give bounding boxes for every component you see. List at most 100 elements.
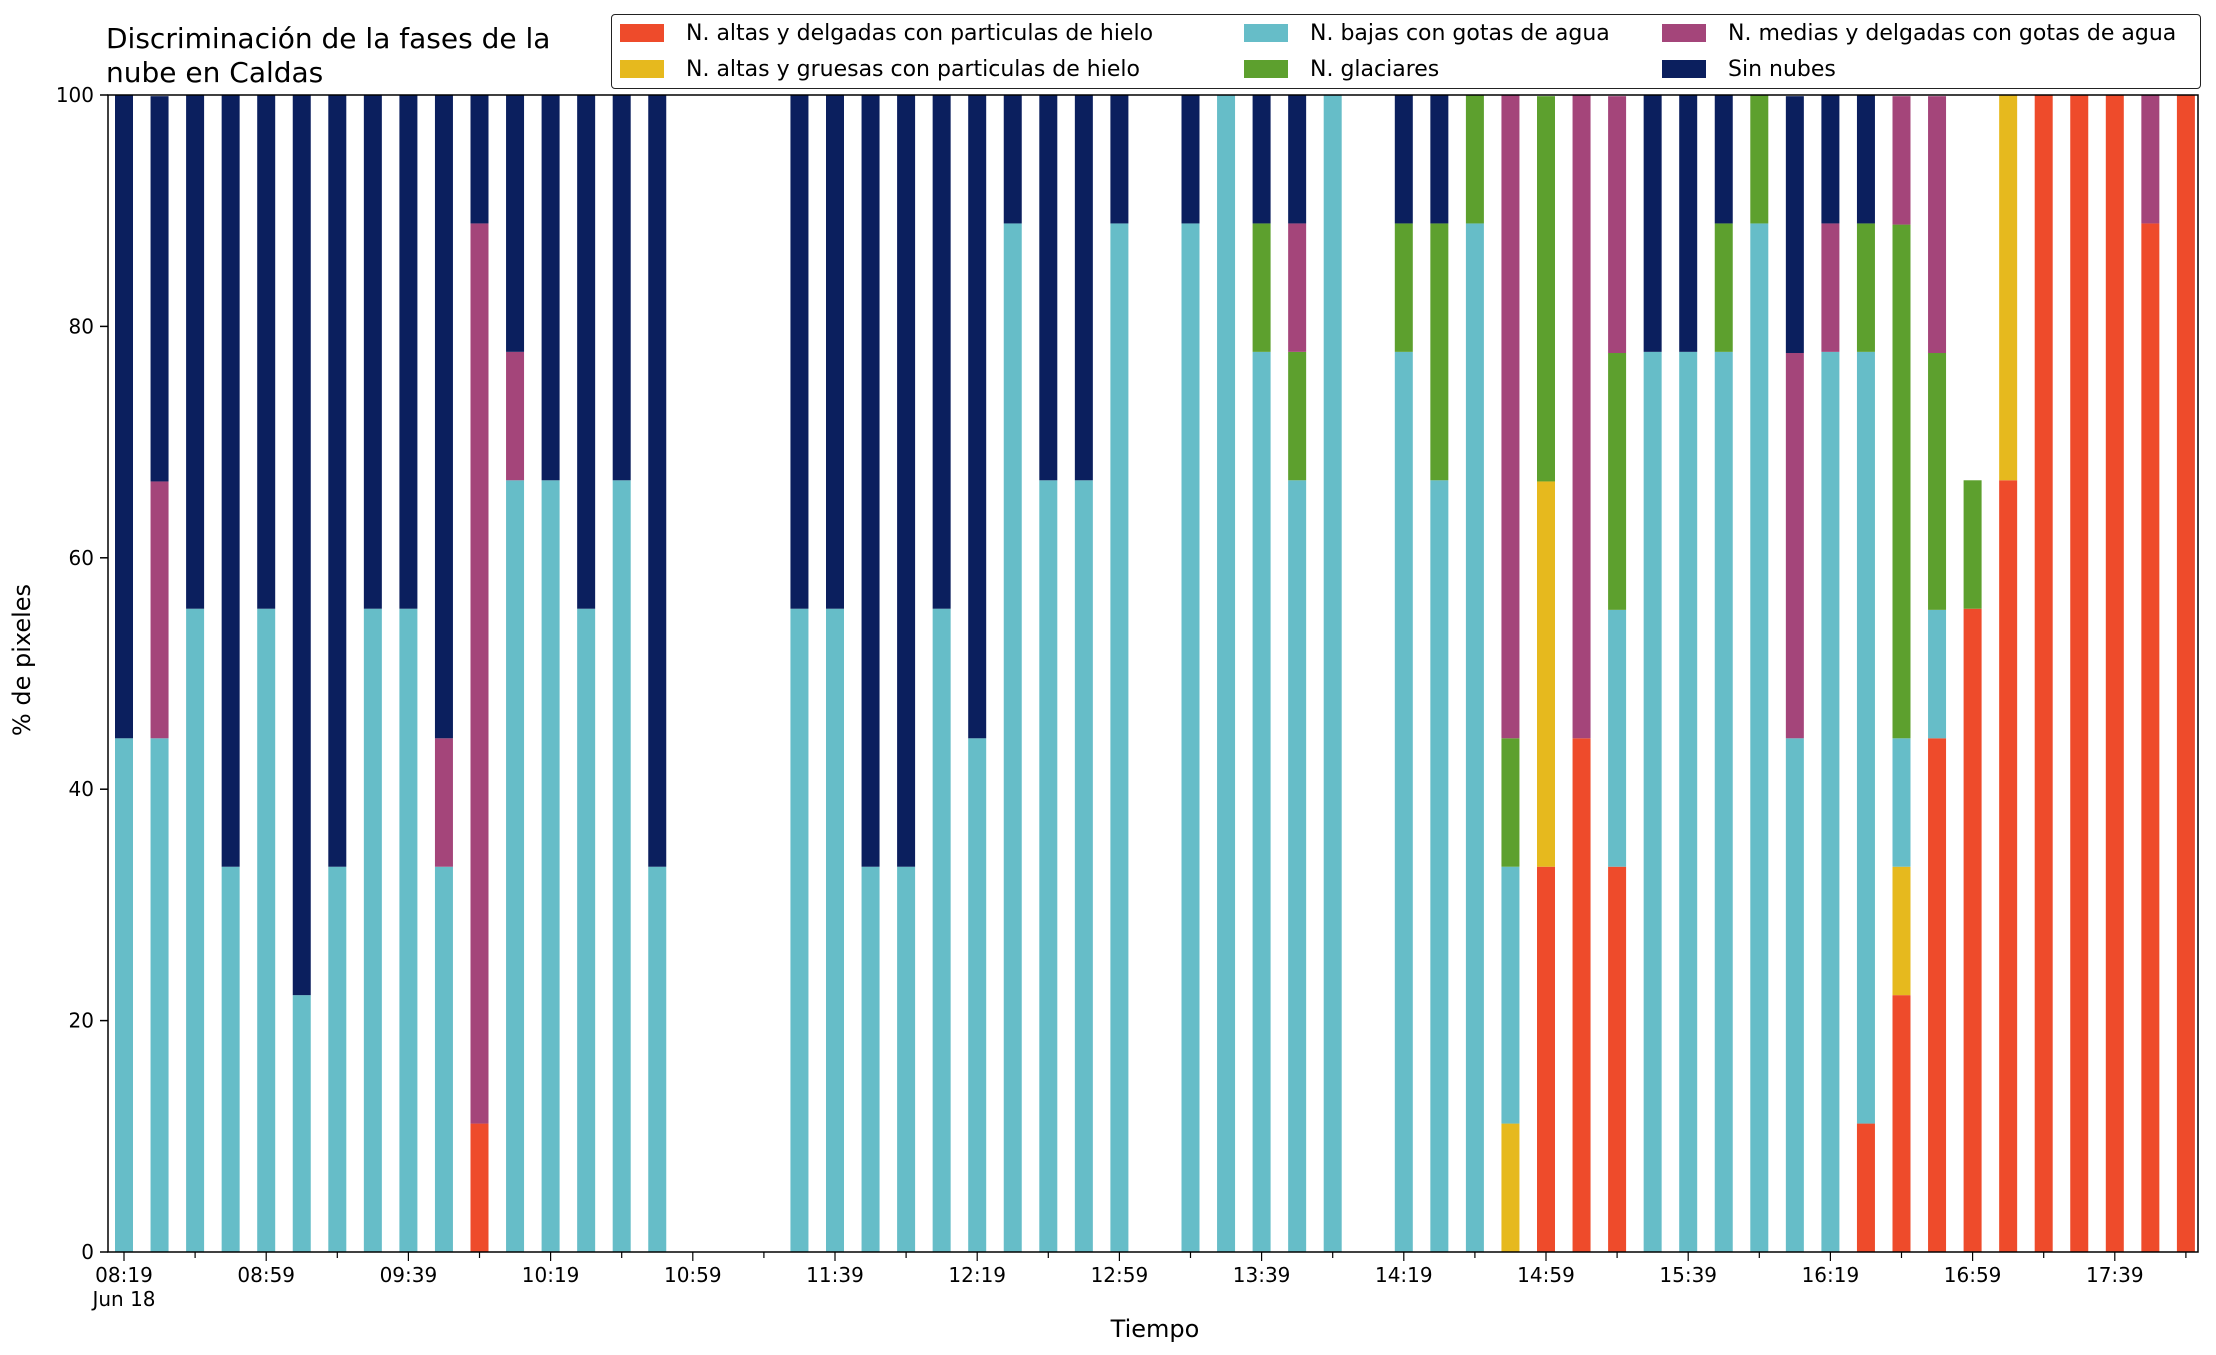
bar-segment-5-48 — [1821, 95, 1840, 224]
bar-segment-4-50 — [1892, 96, 1911, 225]
legend-item-3: N. glaciares — [1244, 54, 1439, 84]
bar-segment-5-11 — [506, 95, 525, 352]
bar-segment-4-47 — [1785, 353, 1804, 739]
bar-segment-2-2 — [186, 608, 205, 1252]
bar-segment-2-1 — [150, 738, 169, 1252]
bar-segment-5-2 — [186, 95, 205, 609]
bar-segment-0-10 — [470, 1123, 489, 1252]
bar-segment-2-47 — [1785, 738, 1804, 1252]
legend-item-5: Sin nubes — [1662, 54, 1836, 84]
bar-segment-2-34 — [1323, 95, 1342, 1252]
bar-segment-2-28 — [1110, 223, 1129, 1253]
y-tick-label-1: 20 — [69, 1009, 94, 1033]
legend-swatch-3 — [1244, 60, 1288, 78]
bar-segment-2-26 — [1039, 480, 1058, 1252]
bar-segment-0-54 — [2034, 95, 2053, 1252]
bar-segment-4-48 — [1821, 223, 1840, 352]
bar-segment-4-39 — [1501, 95, 1520, 739]
x-tick-label-11: 15:39 — [1659, 1263, 1717, 1287]
bar-segment-3-42 — [1608, 353, 1627, 610]
bar-segment-1-53 — [1999, 95, 2018, 481]
chart-title: Discriminación de la fases de la nube en… — [106, 22, 626, 90]
bar-segment-4-1 — [150, 481, 169, 739]
bar-segment-1-50 — [1892, 866, 1911, 996]
bar-segment-5-19 — [790, 95, 809, 609]
bar-segment-2-3 — [221, 866, 240, 1252]
bar-segment-3-33 — [1288, 351, 1307, 481]
bar-segment-2-9 — [434, 866, 453, 1252]
bar-segment-2-37 — [1430, 480, 1449, 1252]
legend-label-2: N. bajas con gotas de agua — [1310, 20, 1610, 46]
bar-segment-1-39 — [1501, 1123, 1520, 1252]
legend-swatch-2 — [1244, 24, 1288, 42]
bar-segment-2-4 — [257, 608, 276, 1252]
bar-segment-2-51 — [1928, 609, 1947, 739]
bar-segment-2-43 — [1643, 351, 1662, 1253]
legend-swatch-4 — [1662, 24, 1706, 42]
bar-segment-5-45 — [1714, 95, 1733, 224]
x-tick-label-4: 10:59 — [664, 1263, 722, 1287]
bar-segment-5-47 — [1785, 96, 1804, 354]
bar-segment-5-23 — [932, 95, 951, 609]
bar-segment-2-0 — [115, 738, 133, 1252]
bar-segment-2-31 — [1217, 95, 1236, 1252]
bar-segment-5-5 — [292, 95, 311, 996]
bar-segment-4-51 — [1928, 96, 1947, 354]
x-tick-label-14: 17:39 — [2086, 1263, 2144, 1287]
bar-segment-5-7 — [363, 95, 382, 609]
legend-item-1: N. altas y gruesas con particulas de hie… — [620, 54, 1140, 84]
bar-segment-2-7 — [363, 608, 382, 1252]
bar-segment-2-25 — [1003, 223, 1022, 1253]
x-tick-label-6: 12:19 — [948, 1263, 1006, 1287]
bar-segment-3-37 — [1430, 223, 1449, 481]
x-axis-label: Tiempo — [1110, 1315, 1200, 1343]
bar-segment-0-41 — [1572, 738, 1591, 1252]
bar-segment-2-49 — [1856, 351, 1875, 1124]
bar-segment-0-58 — [2176, 95, 2195, 1252]
x-tick-label-1: 08:59 — [237, 1263, 295, 1287]
bar-segment-2-46 — [1750, 223, 1769, 1253]
bar-segment-5-4 — [257, 95, 276, 609]
legend: N. altas y delgadas con particulas de hi… — [611, 14, 2201, 89]
bar-segment-5-15 — [648, 95, 667, 867]
bar-segment-3-39 — [1501, 738, 1520, 867]
bar-segment-2-24 — [968, 738, 987, 1252]
bar-segment-5-0 — [115, 95, 133, 739]
x-tick-label-3: 10:19 — [522, 1263, 580, 1287]
bar-segment-4-10 — [470, 223, 489, 1124]
bar-segment-2-50 — [1892, 738, 1911, 867]
bar-segment-0-56 — [2105, 95, 2124, 1252]
legend-item-4: N. medias y delgadas con gotas de agua — [1662, 18, 2176, 48]
x-tick-label-0: 08:19 — [95, 1263, 153, 1287]
bar-segment-5-44 — [1679, 95, 1698, 352]
bar-segment-2-27 — [1074, 480, 1093, 1252]
bar-segment-0-51 — [1928, 738, 1947, 1252]
bar-segment-3-40 — [1537, 96, 1555, 482]
bar-segment-2-45 — [1714, 351, 1733, 1253]
x-tick-label-7: 12:59 — [1091, 1263, 1149, 1287]
bar-segment-3-52 — [1963, 480, 1982, 609]
bar-segment-5-36 — [1394, 95, 1413, 224]
bar-segment-0-42 — [1608, 866, 1627, 1252]
x-tick-label-5: 11:39 — [806, 1263, 864, 1287]
bar-segment-2-48 — [1821, 351, 1840, 1253]
bar-segment-5-30 — [1181, 95, 1200, 224]
chart-title-line-1: Discriminación de la fases de la — [106, 22, 551, 55]
bar-segment-4-33 — [1288, 223, 1307, 352]
bar-segment-2-11 — [506, 480, 525, 1252]
bar-segment-2-12 — [541, 480, 560, 1252]
bar-segment-3-51 — [1928, 353, 1947, 610]
legend-swatch-5 — [1662, 60, 1706, 78]
bar-segment-5-12 — [541, 95, 560, 481]
bar-segment-2-38 — [1465, 223, 1484, 1253]
bar-segment-5-6 — [328, 95, 347, 867]
bar-segment-2-22 — [897, 866, 916, 1252]
bar-segment-5-8 — [399, 95, 418, 609]
bar-segment-2-44 — [1679, 351, 1698, 1253]
bar-segment-5-33 — [1288, 95, 1307, 224]
bar-segment-5-27 — [1074, 95, 1093, 481]
bar-segment-5-1 — [150, 96, 169, 482]
bar-segment-5-37 — [1430, 95, 1449, 224]
x-tick-sublabel: Jun 18 — [90, 1287, 155, 1311]
